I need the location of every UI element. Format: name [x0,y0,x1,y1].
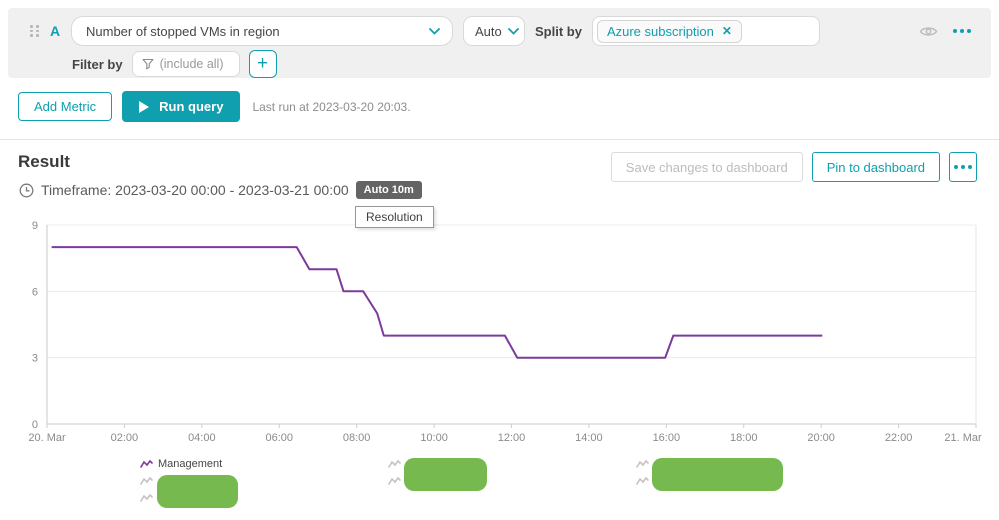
svg-text:22:00: 22:00 [885,432,913,444]
timeframe-text: Timeframe: 2023-03-20 00:00 - 2023-03-21… [41,182,349,198]
section-divider [0,139,999,140]
svg-text:14:00: 14:00 [575,432,603,444]
svg-text:3: 3 [32,353,38,365]
series-squiggle-icon-gray [636,476,649,485]
actions-row: Add Metric Run query Last run at 2023-03… [18,91,411,122]
svg-text:16:00: 16:00 [653,432,681,444]
filter-row: Filter by (include all) + [8,50,991,78]
svg-text:9: 9 [32,220,38,232]
svg-text:04:00: 04:00 [188,432,216,444]
legend-item-redacted[interactable] [388,476,401,486]
legend-item-redacted[interactable] [636,476,649,486]
close-icon[interactable]: ✕ [721,24,732,38]
resolution-badge: Auto 10m [355,181,422,199]
play-icon [139,100,150,113]
svg-text:0: 0 [32,419,38,431]
ellipsis-icon [953,29,957,33]
aggregation-select-value: Auto [475,23,502,39]
result-more-options-button[interactable] [949,152,977,182]
metric-letter-label: A [49,23,61,39]
svg-text:08:00: 08:00 [343,432,371,444]
filter-input[interactable]: (include all) [131,51,240,77]
legend-label: Management [158,458,223,470]
redaction-overlay [404,458,487,491]
query-builder-panel: A Number of stopped VMs in region Auto S… [8,8,991,78]
svg-text:18:00: 18:00 [730,432,758,444]
more-options-button[interactable] [953,29,971,33]
pin-to-dashboard-button[interactable]: Pin to dashboard [811,152,940,182]
chevron-down-icon [507,27,519,35]
svg-text:10:00: 10:00 [420,432,448,444]
svg-text:6: 6 [32,286,38,298]
legend-item-redacted[interactable] [388,459,401,469]
svg-text:12:00: 12:00 [498,432,526,444]
svg-text:20:00: 20:00 [807,432,835,444]
ellipsis-icon [954,165,972,169]
run-query-button[interactable]: Run query [122,91,241,122]
last-run-text: Last run at 2023-03-20 20:03. [252,99,411,114]
legend-item-management[interactable]: Management [140,458,222,470]
chevron-down-icon [429,27,440,35]
split-by-chip[interactable]: Azure subscription ✕ [596,19,742,43]
split-by-label: Split by [535,23,582,39]
legend-item-redacted[interactable] [636,459,649,469]
metric-select-value: Number of stopped VMs in region [86,23,280,39]
legend-item-redacted[interactable] [140,493,153,503]
svg-text:06:00: 06:00 [265,432,293,444]
redaction-overlay [157,475,238,508]
metric-select[interactable]: Number of stopped VMs in region [71,16,453,46]
series-squiggle-icon-gray [636,459,649,468]
result-title: Result [18,152,70,171]
split-by-input[interactable]: Azure subscription ✕ [591,16,820,46]
filter-placeholder: (include all) [159,57,224,71]
series-squiggle-icon-gray [140,476,153,485]
resolution-tooltip: Resolution [355,206,434,228]
save-changes-button[interactable]: Save changes to dashboard [610,152,803,182]
add-filter-button[interactable]: + [248,50,277,78]
series-squiggle-icon-gray [140,493,153,502]
svg-text:20. Mar: 20. Mar [28,432,66,444]
metric-row: A Number of stopped VMs in region Auto S… [8,8,991,47]
timeframe-row: Timeframe: 2023-03-20 00:00 - 2023-03-21… [19,181,422,199]
drag-handle-icon[interactable] [30,25,39,37]
series-squiggle-icon-gray [388,459,401,468]
visibility-eye-icon[interactable] [919,25,938,38]
legend-item-redacted[interactable] [140,476,153,486]
panel-right-icons [919,25,971,38]
svg-text:21. Mar: 21. Mar [944,432,982,444]
series-squiggle-icon-gray [388,476,401,485]
run-query-label: Run query [159,99,224,114]
add-metric-button[interactable]: Add Metric [18,92,113,121]
filter-funnel-icon [142,58,154,70]
dashboard-buttons: Save changes to dashboard Pin to dashboa… [610,152,977,182]
series-squiggle-icon [140,459,153,468]
redaction-overlay [652,458,783,491]
split-by-chip-label: Azure subscription [606,23,714,39]
filter-by-label: Filter by [72,56,123,72]
clock-icon [19,183,34,197]
svg-text:02:00: 02:00 [111,432,139,444]
aggregation-select[interactable]: Auto [463,16,525,46]
